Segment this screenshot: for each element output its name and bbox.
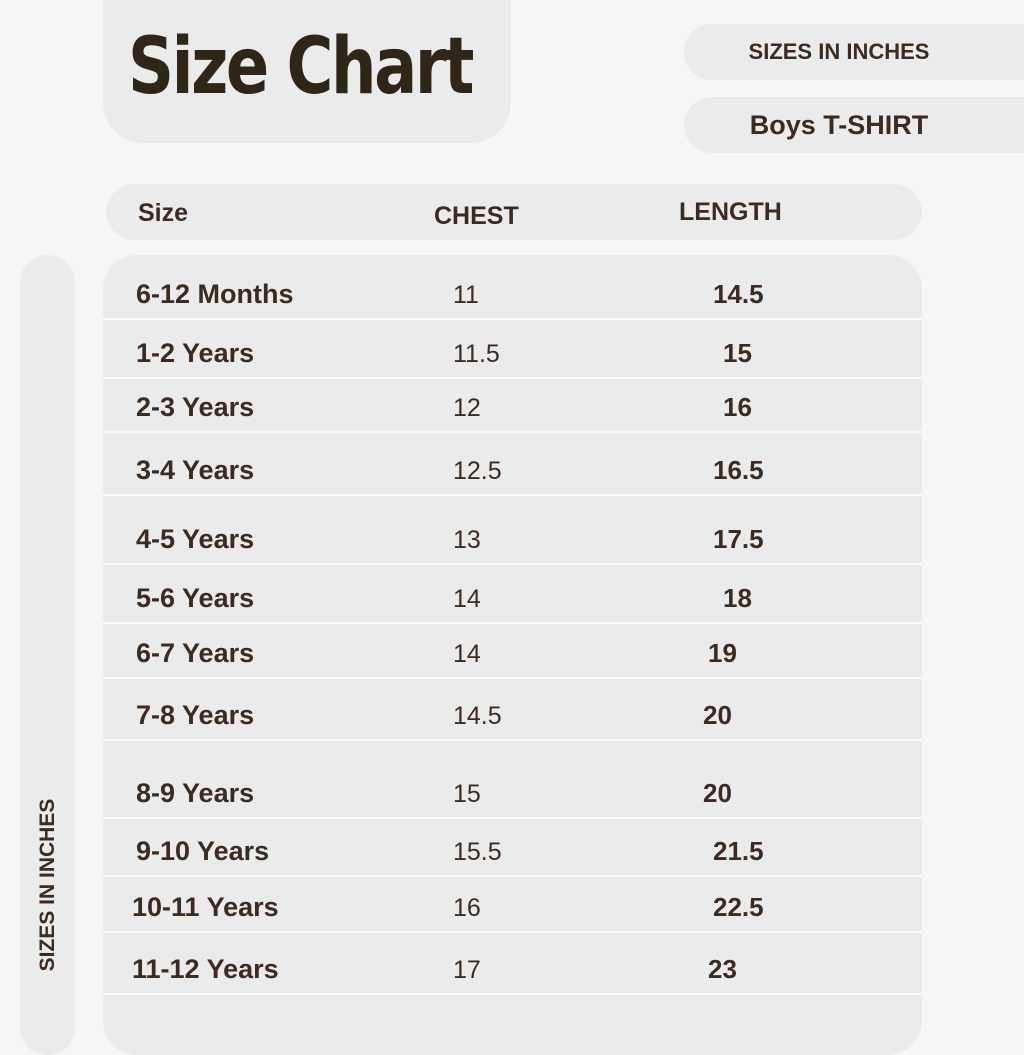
table-row: 2-3 Years 12 16 [103,379,922,433]
column-header-size: Size [138,199,189,227]
length-cell: 23 [708,954,737,984]
table-row: 1-2 Years 11.5 15 [103,320,922,379]
chest-cell: 13 [453,526,481,554]
table-row: 6-12 Months 11 14.5 [103,255,922,320]
length-cell: 16.5 [713,455,764,485]
product-label: Boys T-SHIRT [749,109,929,140]
chest-cell: 12.5 [453,457,502,485]
column-header-length: LENGTH [679,198,782,226]
size-cell: 4-5 Years [136,524,255,554]
page-title: Size Chart [128,22,474,112]
length-cell: 14.5 [713,279,764,309]
chest-cell: 16 [453,894,481,922]
table-row: 5-6 Years 14 18 [103,565,922,624]
chest-cell: 17 [453,956,481,984]
size-cell: 6-12 Months [136,279,294,309]
chest-cell: 15.5 [453,838,502,866]
length-cell: 21.5 [713,836,764,866]
length-cell: 20 [703,700,732,730]
length-cell: 20 [703,778,732,808]
size-cell: 1-2 Years [136,338,255,368]
size-cell: 10-11 Years [132,892,279,922]
size-cell: 2-3 Years [136,392,255,422]
size-table: 6-12 Months 11 14.5 1-2 Years 11.5 15 2-3 Year… [103,255,922,1055]
units-badge: SIZES IN INCHES [684,24,1024,80]
length-cell: 18 [723,583,752,613]
chest-cell: 14 [453,640,481,668]
chest-cell: 14 [453,585,481,613]
table-row: 7-8 Years 14.5 20 [103,679,922,741]
table-row: 4-5 Years 13 17.5 [103,496,922,565]
length-cell: 19 [708,638,737,668]
side-label-bar: SIZES IN INCHES [20,255,75,1055]
table-header: Size CHEST LENGTH [106,184,922,240]
length-cell: 17.5 [713,524,764,554]
length-cell: 15 [723,338,752,368]
chest-cell: 11 [453,281,479,309]
size-cell: 9-10 Years [136,836,270,866]
table-row: 3-4 Years 12.5 16.5 [103,433,922,496]
table-row: 10-11 Years 16 22.5 [103,877,922,933]
side-label: SIZES IN INCHES [36,798,59,972]
product-badge: Boys T-SHIRT [684,97,1024,153]
column-header-chest: CHEST [434,202,519,230]
size-cell: 3-4 Years [136,455,255,485]
title-box: Size Chart [103,0,511,143]
size-cell: 8-9 Years [136,778,255,808]
units-label: SIZES IN INCHES [748,39,930,64]
size-cell: 6-7 Years [136,638,255,668]
length-cell: 22.5 [713,892,764,922]
size-cell: 5-6 Years [136,583,255,613]
table-row: 6-7 Years 14 19 [103,624,922,679]
chest-cell: 11.5 [453,340,500,368]
length-cell: 16 [723,392,752,422]
chest-cell: 12 [453,394,481,422]
chest-cell: 14.5 [453,702,502,730]
size-cell: 11-12 Years [132,954,279,984]
size-cell: 7-8 Years [136,700,255,730]
table-row: 9-10 Years 15.5 21.5 [103,819,922,877]
chest-cell: 15 [453,780,481,808]
table-row: 8-9 Years 15 20 [103,741,922,819]
table-row: 11-12 Years 17 23 [103,933,922,995]
